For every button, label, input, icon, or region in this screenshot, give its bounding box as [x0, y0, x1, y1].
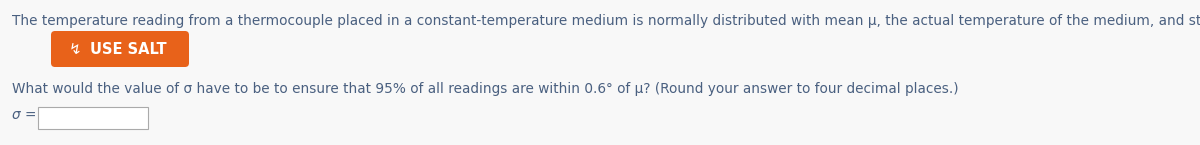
FancyBboxPatch shape — [50, 31, 190, 67]
Bar — [38, 107, 148, 129]
Text: ↯: ↯ — [68, 41, 82, 57]
Text: What would the value of σ have to be to ensure that 95% of all readings are with: What would the value of σ have to be to … — [12, 82, 959, 96]
Text: USE SALT: USE SALT — [90, 41, 167, 57]
Text: σ =: σ = — [12, 108, 36, 122]
Text: The temperature reading from a thermocouple placed in a constant-temperature med: The temperature reading from a thermocou… — [12, 14, 1200, 28]
